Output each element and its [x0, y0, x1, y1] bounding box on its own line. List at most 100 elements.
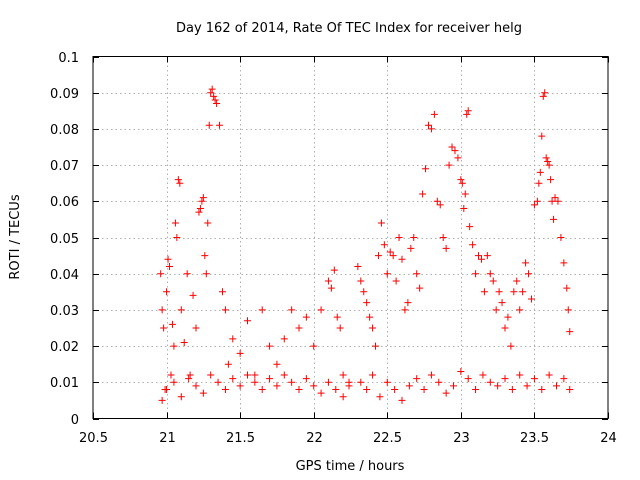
data-point	[533, 197, 541, 205]
data-point	[551, 194, 559, 202]
data-point	[205, 121, 213, 129]
data-point	[199, 194, 207, 202]
data-point	[280, 371, 288, 379]
data-point	[539, 92, 547, 100]
data-point	[372, 342, 380, 350]
data-point	[210, 92, 218, 100]
y-tick-label: 0.08	[50, 123, 79, 138]
data-point	[369, 324, 377, 332]
data-point	[407, 244, 415, 252]
data-point	[553, 382, 560, 390]
data-point	[523, 382, 531, 390]
data-point	[508, 386, 516, 394]
y-tick-label: 0.05	[50, 232, 79, 247]
data-point	[198, 197, 206, 205]
data-point	[207, 371, 215, 379]
data-point	[480, 288, 488, 296]
data-point	[519, 288, 527, 296]
data-point	[324, 277, 332, 285]
data-point	[475, 252, 483, 260]
data-point	[221, 306, 229, 314]
data-point	[525, 270, 533, 278]
chart-title: Day 162 of 2014, Rate Of TEC Index for r…	[176, 21, 522, 36]
data-point	[166, 262, 174, 270]
data-point	[448, 143, 456, 151]
data-point	[489, 277, 497, 285]
data-point	[469, 241, 477, 249]
data-point	[251, 378, 259, 386]
data-point	[374, 252, 382, 260]
data-point	[404, 299, 412, 307]
data-point	[463, 110, 471, 118]
data-point	[416, 284, 424, 292]
data-point	[199, 389, 207, 397]
data-point	[176, 179, 184, 187]
data-point	[192, 324, 200, 332]
y-tick-label: 0.09	[50, 87, 79, 102]
data-point	[439, 234, 447, 241]
y-tick-label: 0.03	[50, 304, 79, 319]
data-point	[310, 382, 318, 390]
data-point	[377, 219, 385, 227]
data-point	[498, 299, 506, 307]
data-point	[391, 386, 399, 394]
data-point	[413, 270, 421, 278]
data-point	[204, 219, 212, 227]
x-tick-label: 23	[453, 431, 470, 446]
data-point	[495, 288, 503, 296]
data-point	[357, 277, 365, 285]
data-point	[436, 201, 444, 209]
data-point	[389, 252, 397, 260]
data-point	[435, 378, 443, 386]
data-point	[492, 306, 500, 314]
data-point	[164, 255, 172, 263]
data-point	[186, 371, 194, 379]
data-point	[317, 389, 325, 397]
data-point	[501, 375, 509, 383]
data-point	[405, 382, 413, 390]
data-point	[464, 375, 472, 383]
data-point	[224, 360, 232, 368]
data-point	[360, 288, 368, 296]
data-point	[477, 255, 485, 263]
data-point	[563, 284, 571, 292]
data-point	[171, 219, 179, 227]
data-point	[383, 270, 391, 278]
data-point	[510, 288, 518, 296]
data-point	[363, 386, 371, 394]
data-point	[442, 389, 450, 397]
data-point	[479, 371, 487, 379]
y-tick-label: 0.06	[50, 195, 79, 210]
data-point	[177, 393, 185, 401]
y-tick-label: 0.07	[50, 159, 79, 174]
data-point	[221, 386, 229, 394]
data-point	[336, 324, 344, 332]
data-point	[163, 386, 171, 394]
data-point	[457, 176, 465, 184]
data-point	[380, 241, 388, 249]
data-point	[566, 328, 574, 336]
data-point	[419, 190, 427, 198]
data-point	[395, 234, 403, 241]
data-point	[163, 288, 171, 296]
x-tick-label: 21	[159, 431, 176, 446]
data-point	[244, 317, 251, 325]
data-point	[410, 234, 418, 241]
data-point	[258, 386, 266, 394]
data-point	[445, 161, 453, 169]
data-point	[195, 208, 203, 216]
data-point	[427, 125, 435, 133]
data-point	[266, 375, 274, 383]
data-point	[420, 386, 428, 394]
data-point	[366, 313, 374, 321]
data-point	[170, 342, 178, 350]
data-point	[363, 299, 371, 307]
data-point	[486, 378, 494, 386]
data-point	[324, 378, 332, 386]
data-point	[464, 107, 472, 115]
data-point	[273, 360, 281, 368]
data-point	[288, 378, 296, 386]
y-tick-label: 0.01	[50, 376, 79, 391]
data-point	[472, 270, 480, 278]
